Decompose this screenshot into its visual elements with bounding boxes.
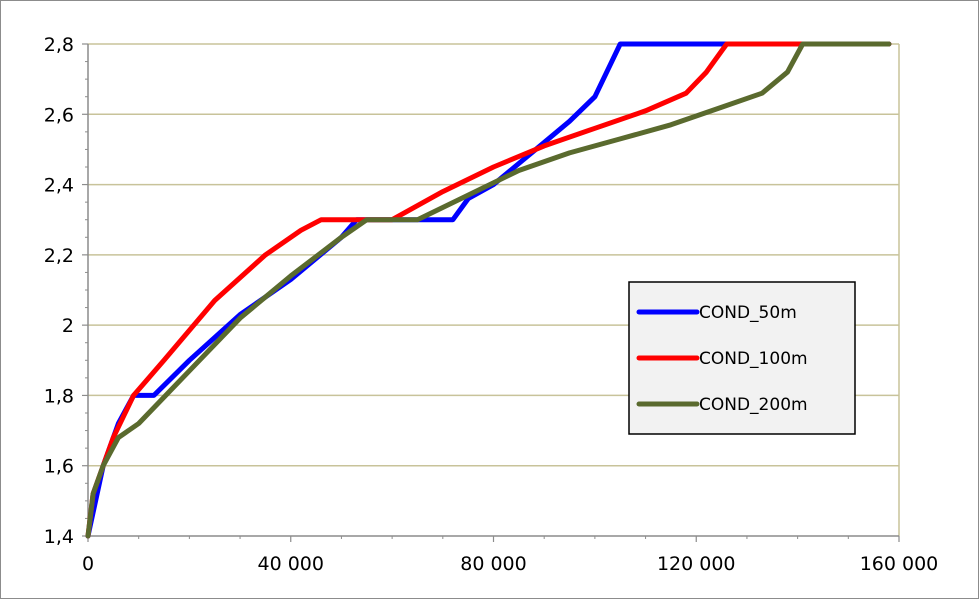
- x-tick-label: 80 000: [460, 553, 526, 575]
- x-tick-label: 40 000: [258, 553, 324, 575]
- y-tick-label: 1,6: [44, 456, 74, 478]
- series-line-cond-200m: [85, 41, 892, 539]
- legend-label-cond-50m: COND_50m: [699, 303, 797, 323]
- legend-label-cond-100m: COND_100m: [699, 349, 808, 369]
- y-tick-label: 2,6: [44, 104, 74, 126]
- legend-label-cond-200m: COND_200m: [699, 395, 808, 415]
- x-tick-labels: 0 40 000 80 000 120 000 160 000: [82, 553, 938, 575]
- y-tick-label: 2,4: [44, 175, 74, 197]
- y-tick-label: 2,8: [44, 34, 74, 56]
- y-tick-label: 1,8: [44, 385, 74, 407]
- y-tick-labels: 1,4 1,6 1,8 2 2,2 2,4 2,6 2,8: [44, 34, 74, 548]
- series-lines: [85, 41, 892, 539]
- y-tick-label: 1,4: [44, 526, 74, 548]
- y-tick-label: 2: [62, 315, 74, 337]
- axes: [82, 43, 900, 542]
- x-tick-label: 0: [82, 553, 94, 575]
- x-tick-label: 120 000: [657, 553, 736, 575]
- legend: COND_50m COND_100m COND_200m: [628, 281, 856, 435]
- x-tick-label: 160 000: [860, 553, 939, 575]
- y-tick-label: 2,2: [44, 245, 74, 267]
